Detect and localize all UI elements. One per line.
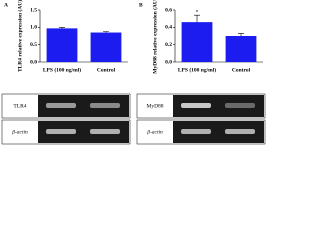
gel-band (46, 103, 76, 108)
y-tick-label: 1.5 (30, 7, 37, 13)
gel-band (225, 129, 255, 134)
y-axis-label: MyD88 relative expression (AU) (151, 0, 158, 74)
gel-band (46, 129, 76, 134)
gel-band (181, 103, 211, 108)
bar (225, 36, 257, 62)
y-tick-label: 1.0 (30, 25, 37, 31)
gel-band (225, 103, 255, 108)
gel-image (38, 95, 129, 117)
y-tick-label: 0.5 (30, 42, 37, 48)
y-axis-label: TLR4 relative expression (AU) (16, 0, 23, 72)
gel-band (90, 103, 120, 108)
error-bar (103, 31, 109, 33)
x-tick-label: Control (97, 67, 116, 73)
bar (181, 22, 213, 63)
figure: TLR4 β-actin MyD88 β-actin A TLR4 relativ… (1, 0, 266, 145)
gel-b: MyD88 β-actin (136, 93, 266, 145)
gel-image (173, 95, 264, 117)
error-bar (59, 27, 65, 29)
y-tick-label: 0.4 (165, 25, 172, 31)
bar (46, 28, 78, 62)
y-tick-label: 0.6 (165, 7, 172, 13)
gel-band (181, 129, 211, 134)
annotation: * (196, 9, 199, 15)
x-tick-label: LPS (100 ng/ml) (43, 66, 81, 73)
gel-image (173, 121, 264, 143)
panel-label: A (4, 2, 8, 8)
gel-label: β-actin (11, 129, 28, 135)
gel-label: MyD88 (146, 103, 163, 109)
gel-a: TLR4 β-actin (1, 93, 131, 145)
x-tick-label: LPS (100 ng/ml) (178, 66, 216, 73)
gel-label: β-actin (146, 129, 163, 135)
y-tick-label: 0.0 (165, 59, 172, 65)
error-bar (238, 33, 244, 36)
gel-image (38, 121, 129, 143)
panel-label: B (139, 2, 143, 8)
gel-band (90, 129, 120, 134)
gel-label: TLR4 (13, 103, 26, 109)
error-bar (194, 14, 200, 23)
bar (90, 32, 122, 62)
y-tick-label: 0.0 (30, 59, 37, 65)
x-tick-label: Control (232, 67, 251, 73)
y-tick-label: 0.2 (165, 42, 172, 48)
